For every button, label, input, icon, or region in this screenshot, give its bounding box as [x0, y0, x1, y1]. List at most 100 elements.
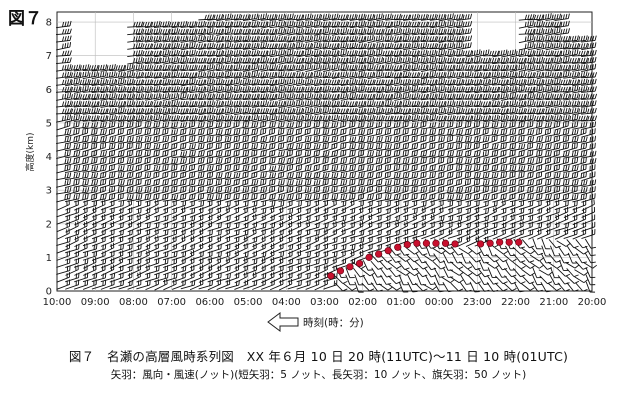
wind-barb [144, 79, 162, 86]
wind-barb [278, 72, 295, 79]
wind-barb [82, 136, 99, 145]
wind-barb [270, 271, 284, 284]
wind-barb [234, 150, 250, 159]
wind-barb [189, 20, 206, 29]
wind-barb [189, 279, 204, 291]
wind-barb [109, 100, 126, 108]
wind-barb [162, 86, 179, 94]
wind-barb [225, 186, 240, 196]
wind-barb [118, 108, 135, 115]
wind-barb [243, 265, 257, 276]
wind-barb [287, 179, 303, 188]
wind-barb [278, 42, 295, 50]
wind-barb [82, 200, 98, 211]
wind-barb [198, 27, 214, 36]
wind-barb [189, 185, 204, 196]
wind-barb [109, 186, 125, 196]
wind-barb [225, 20, 241, 29]
wind-barb [189, 164, 205, 174]
wind-barb [162, 21, 179, 28]
wind-barb [278, 278, 293, 291]
wind-barb [305, 28, 322, 35]
wind-barb [385, 143, 401, 152]
wind-barb [278, 179, 294, 188]
wind-barb [109, 71, 125, 79]
wind-barb [242, 21, 259, 29]
wind-barb [56, 193, 71, 203]
wind-barb [56, 236, 71, 246]
wind-barb [207, 142, 222, 153]
wind-barb [216, 27, 232, 36]
x-tick-label: 22:00 [501, 297, 530, 308]
wind-barb [251, 207, 267, 218]
wind-barb [260, 157, 276, 167]
y-tick-label: 2 [46, 219, 52, 230]
wind-barb [207, 164, 222, 174]
wind-barb [234, 35, 250, 43]
wind-barb [251, 42, 268, 51]
wind-barb [242, 57, 259, 64]
wind-barb [296, 100, 312, 108]
wind-barb [323, 136, 339, 145]
boundary-marker [505, 238, 513, 246]
wind-barb [136, 222, 151, 232]
wind-barb [100, 71, 116, 80]
wind-barb [296, 220, 311, 233]
wind-barb [296, 63, 312, 73]
wind-barb [385, 150, 401, 159]
wind-barb [367, 13, 383, 22]
wind-barb [109, 136, 125, 145]
wind-barb [367, 179, 383, 188]
wind-barb [340, 128, 356, 138]
wind-barb [394, 206, 408, 219]
wind-barb [189, 200, 205, 210]
wind-barb [376, 136, 392, 145]
wind-barb [252, 243, 266, 254]
boundary-marker [355, 259, 364, 268]
wind-barb [376, 28, 393, 35]
wind-barb [305, 150, 320, 160]
wind-barb [340, 35, 357, 43]
wind-barb [64, 114, 81, 123]
wind-barb [340, 115, 357, 122]
wind-barb [278, 13, 294, 22]
wind-barb [91, 93, 108, 101]
wind-barb [269, 100, 286, 108]
wind-barb [385, 186, 401, 195]
wind-barb [322, 86, 339, 93]
wind-barb [358, 157, 374, 167]
wind-barb [269, 70, 285, 80]
wind-barb [394, 85, 410, 94]
wind-barb [162, 135, 178, 145]
wind-barb [225, 71, 241, 79]
wind-barbs [55, 13, 598, 293]
wind-barb [198, 121, 214, 131]
wind-barb [82, 165, 99, 173]
wind-barb [305, 206, 320, 218]
wind-barb [234, 171, 249, 181]
wind-barb [189, 128, 205, 137]
wind-barb [207, 50, 224, 57]
wind-barb [376, 35, 392, 43]
boundary-marker [441, 239, 450, 247]
wind-barb [376, 21, 393, 28]
wind-barb [314, 13, 330, 22]
wind-barb [322, 35, 339, 43]
wind-barb [396, 254, 411, 262]
wind-barb [56, 136, 72, 145]
wind-barb [65, 128, 80, 138]
wind-barb [287, 114, 303, 123]
wind-barb [100, 164, 115, 174]
wind-barb [100, 86, 117, 94]
wind-barb [296, 172, 312, 181]
wind-barb [91, 136, 107, 144]
wind-barb [171, 79, 188, 86]
wind-barb [216, 186, 232, 195]
wind-barb [216, 13, 232, 22]
wind-barb [349, 172, 365, 181]
wind-barb [376, 93, 393, 100]
wind-barb [394, 158, 410, 166]
wind-barb [305, 42, 321, 51]
wind-barb [385, 92, 401, 101]
wind-barb [287, 71, 304, 79]
